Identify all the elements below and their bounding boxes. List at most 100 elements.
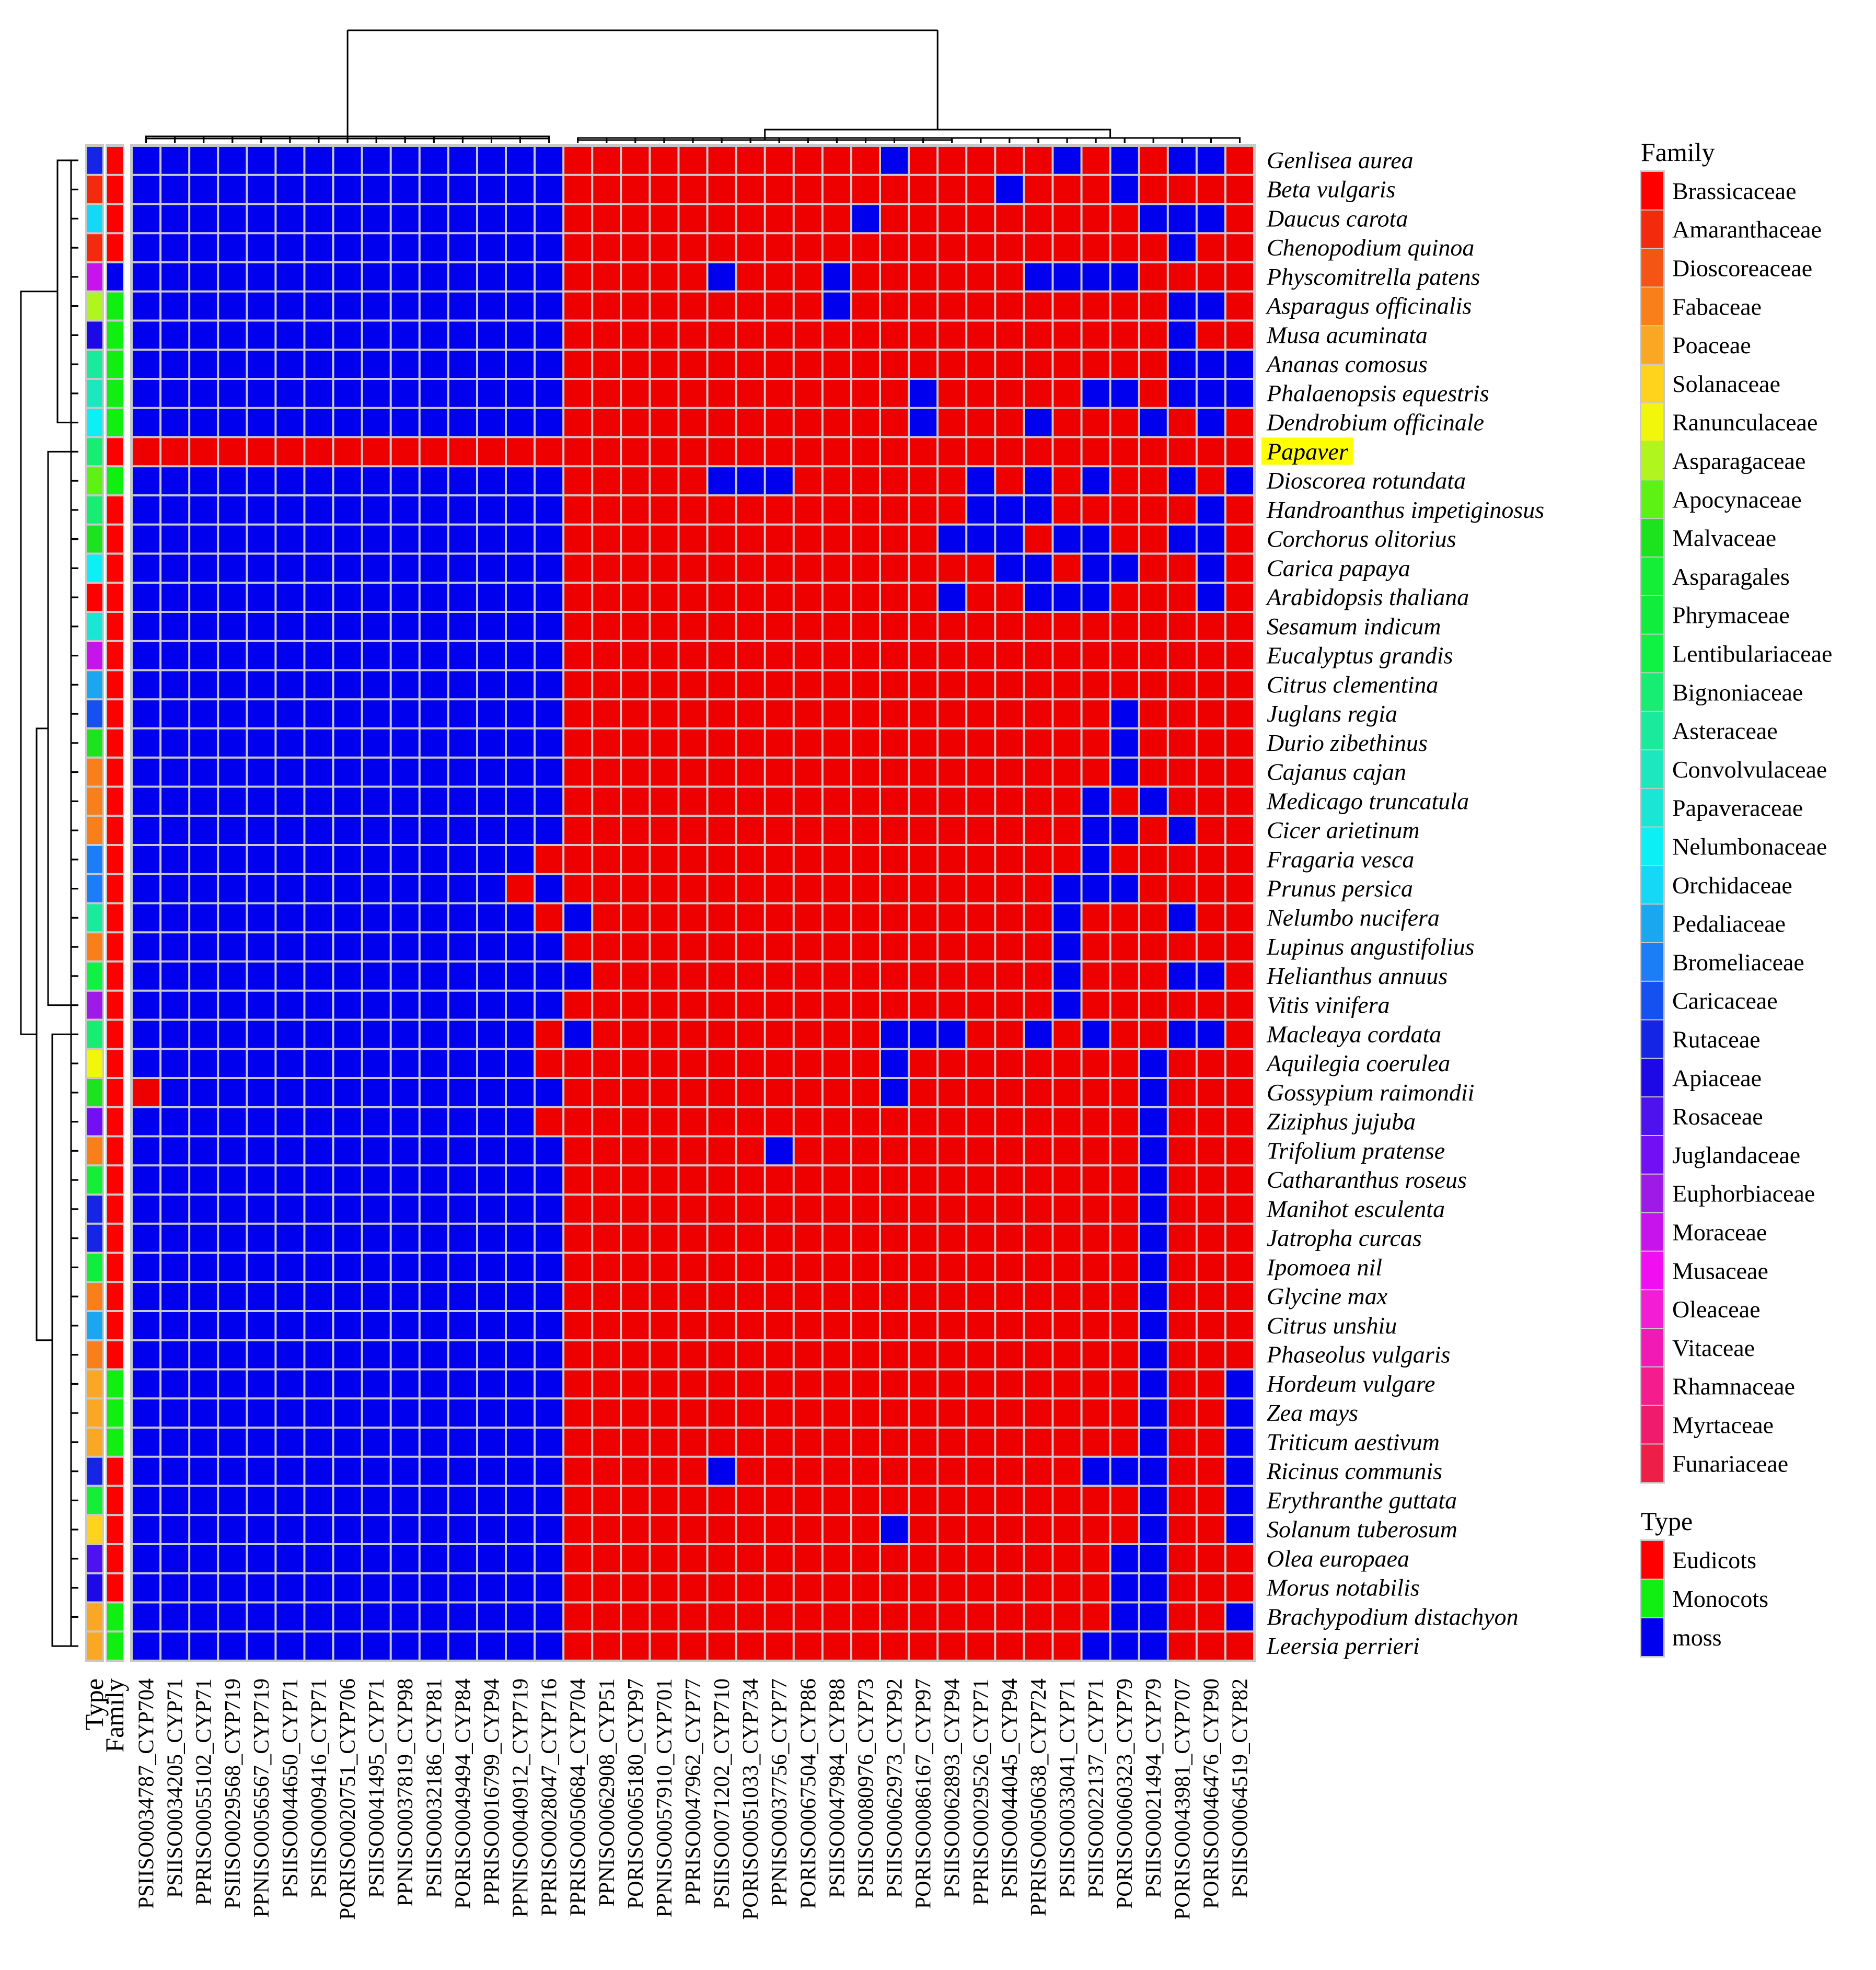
heatmap-cell [248, 991, 275, 1019]
heatmap-cell [737, 1341, 764, 1369]
heatmap-cell [420, 1079, 447, 1106]
heatmap-cell [391, 380, 419, 407]
heatmap-cell [910, 933, 937, 960]
row-label: Helianthus annuus [1266, 963, 1447, 989]
heatmap-cell [363, 176, 390, 203]
heatmap-cell [737, 991, 764, 1019]
heatmap-cell [939, 1516, 966, 1543]
heatmap-cell [852, 613, 879, 640]
heatmap-cell [1168, 1050, 1196, 1077]
heatmap-cell [593, 933, 620, 960]
heatmap-cell [391, 729, 419, 757]
heatmap-cell [1025, 234, 1052, 261]
heatmap-cell [593, 1108, 620, 1135]
heatmap-cell [996, 1487, 1023, 1514]
type-annotation-cell [87, 263, 102, 291]
column-dendrogram-branch [433, 135, 464, 143]
heatmap-cell [276, 1224, 304, 1252]
heatmap-cell [1053, 904, 1081, 932]
heatmap-cell [651, 409, 678, 436]
heatmap-cell [507, 1283, 534, 1310]
heatmap-cell [1197, 1341, 1224, 1369]
heatmap-cell [651, 991, 678, 1019]
heatmap-cell [1082, 642, 1109, 669]
heatmap-cell [564, 846, 592, 873]
heatmap-cell [679, 1254, 707, 1281]
heatmap-cell [1197, 1545, 1224, 1572]
heatmap-cell [420, 1283, 447, 1310]
family-annotation-cell [107, 1574, 123, 1602]
heatmap-cell [1053, 963, 1081, 990]
heatmap-cell [1140, 963, 1167, 990]
heatmap-cell [564, 351, 592, 378]
heatmap-cell [622, 846, 649, 873]
heatmap-cell [420, 438, 447, 466]
heatmap-cell [910, 817, 937, 844]
heatmap-cell [1082, 1341, 1109, 1369]
heatmap-cell [248, 671, 275, 699]
heatmap-cell [420, 1545, 447, 1572]
heatmap-cell [248, 380, 275, 407]
heatmap-cell [910, 642, 937, 669]
row-dendrogram-branch [70, 159, 78, 191]
heatmap-cell [536, 991, 563, 1019]
heatmap-cell [305, 904, 332, 932]
heatmap-cell [910, 234, 937, 261]
heatmap-cell [651, 1370, 678, 1398]
heatmap-cell [708, 584, 735, 611]
heatmap-cell [1197, 496, 1224, 524]
heatmap-cell [622, 613, 649, 640]
heatmap-cell [593, 1370, 620, 1398]
heatmap-cell [391, 292, 419, 320]
row-label: Dendrobium officinale [1266, 409, 1484, 436]
heatmap-cell [766, 1283, 793, 1310]
heatmap-cell [449, 1632, 476, 1660]
heatmap-cell [1025, 1050, 1052, 1077]
heatmap-cell [939, 525, 966, 553]
heatmap-cell [622, 933, 649, 960]
heatmap-cell [651, 904, 678, 932]
heatmap-cell [478, 1050, 505, 1077]
heatmap-cell [363, 963, 390, 990]
row-dendrogram-branch [70, 392, 78, 424]
heatmap-cell [334, 1516, 361, 1543]
heatmap-cell [1111, 147, 1138, 174]
heatmap-cell [823, 1341, 850, 1369]
heatmap-cell [190, 496, 217, 524]
legend-label: Rhamnaceae [1672, 1373, 1795, 1400]
type-annotation-cell [87, 1283, 102, 1310]
row-label: Ipomoea nil [1266, 1254, 1382, 1280]
heatmap-cell [133, 817, 160, 844]
heatmap-cell [593, 1166, 620, 1193]
heatmap-cell [852, 700, 879, 727]
heatmap-cell [1226, 1196, 1253, 1223]
heatmap-cell [1168, 1632, 1196, 1660]
heatmap-cell [1111, 351, 1138, 378]
heatmap-cell [478, 147, 505, 174]
heatmap-cell [1053, 525, 1081, 553]
heatmap-cell [248, 1457, 275, 1485]
family-annotation-cell [107, 1224, 123, 1252]
heatmap-cell [536, 525, 563, 553]
heatmap-cell [334, 525, 361, 553]
heatmap-cell [449, 1137, 476, 1165]
heatmap-cell [564, 671, 592, 699]
heatmap-cell [391, 496, 419, 524]
heatmap-cell [449, 700, 476, 727]
heatmap-cell [1226, 1399, 1253, 1427]
heatmap-cell [593, 1545, 620, 1572]
heatmap-cell [363, 700, 390, 727]
heatmap-cell [967, 1312, 994, 1339]
heatmap-cell [1168, 147, 1196, 174]
row-label: Brachypodium distachyon [1267, 1603, 1519, 1630]
heatmap-cell [823, 1079, 850, 1106]
heatmap-cell [1226, 584, 1253, 611]
heatmap-cell [910, 1429, 937, 1456]
heatmap-cell [305, 263, 332, 291]
annotation-label: Family [100, 1678, 129, 1753]
heatmap-cell [190, 176, 217, 203]
family-annotation-cell [107, 496, 123, 524]
type-annotation-cell [87, 1021, 102, 1048]
heatmap-cell [622, 147, 649, 174]
heatmap-cell [881, 700, 908, 727]
